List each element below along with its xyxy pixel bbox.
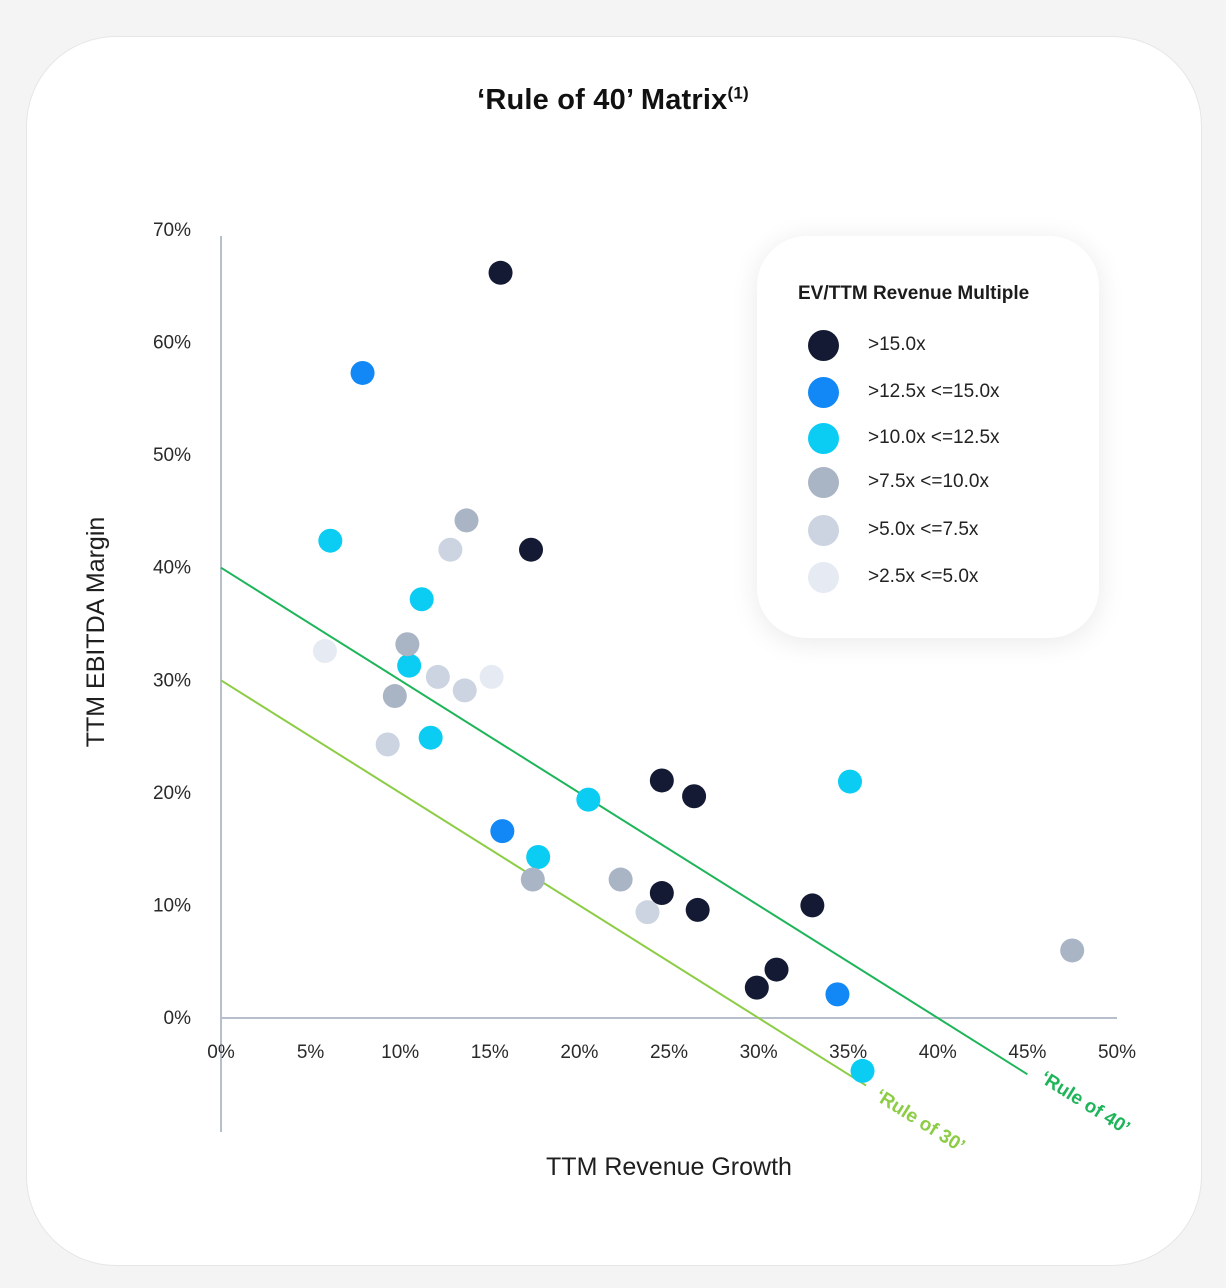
x-axis-title: TTM Revenue Growth [546, 1153, 792, 1181]
x-tick-label: 0% [207, 1042, 235, 1063]
data-point [418, 725, 443, 750]
data-point [825, 982, 850, 1007]
legend: EV/TTM Revenue Multiple >15.0x >12.5x <=… [757, 236, 1099, 638]
y-tick-label: 40% [153, 558, 191, 579]
data-point [395, 632, 420, 657]
legend-dot-12-15 [808, 377, 839, 408]
y-tick-label: 70% [153, 220, 191, 241]
data-point [454, 508, 479, 533]
rule-of-40-label: ‘Rule of 40’ [1036, 1067, 1133, 1139]
legend-dot-7-10 [808, 467, 839, 498]
legend-dot-5-7 [808, 515, 839, 546]
legend-label-10-12: >10.0x <=12.5x [868, 427, 1000, 448]
legend-label-gt15: >15.0x [868, 334, 926, 355]
data-point [744, 975, 769, 1000]
data-point [312, 639, 337, 664]
y-tick-label: 60% [153, 333, 191, 354]
y-tick-label: 10% [153, 895, 191, 916]
data-point [519, 537, 544, 562]
data-point [649, 768, 674, 793]
rule-of-30-label: ‘Rule of 30’ [871, 1085, 968, 1157]
data-point [490, 819, 515, 844]
legend-dot-gt15 [808, 330, 839, 361]
x-tick-label: 20% [560, 1042, 598, 1063]
data-point [576, 787, 601, 812]
x-tick-label: 25% [650, 1042, 688, 1063]
legend-label-5-7: >5.0x <=7.5x [868, 519, 979, 540]
x-tick-label: 10% [381, 1042, 419, 1063]
data-point [635, 900, 660, 925]
data-point [685, 897, 710, 922]
chart-title-footnote: (1) [727, 83, 749, 103]
legend-dot-10-12 [808, 423, 839, 454]
legend-dot-2-5 [808, 562, 839, 593]
chart-title-text: ‘Rule of 40’ Matrix [477, 84, 728, 116]
legend-label-12-15: >12.5x <=15.0x [868, 381, 1000, 402]
legend-label-2-5: >2.5x <=5.0x [868, 566, 979, 587]
data-point [409, 587, 434, 612]
rule-of-40-line [220, 566, 1028, 1076]
chart-title: ‘Rule of 40’ Matrix(1) [0, 84, 1226, 117]
data-point [800, 893, 825, 918]
data-point [488, 260, 513, 285]
legend-label-7-10: >7.5x <=10.0x [868, 471, 989, 492]
y-tick-label: 30% [153, 670, 191, 691]
data-point [397, 653, 422, 678]
legend-title: EV/TTM Revenue Multiple [798, 283, 1030, 304]
data-point [318, 528, 343, 553]
x-tick-label: 5% [297, 1042, 325, 1063]
x-tick-label: 35% [829, 1042, 867, 1063]
data-point [526, 845, 551, 870]
data-point [520, 867, 545, 892]
data-point [375, 732, 400, 757]
data-point [452, 678, 477, 703]
data-point [837, 769, 862, 794]
data-point [350, 360, 375, 385]
data-point [425, 664, 450, 689]
data-point [850, 1058, 875, 1083]
y-tick-label: 20% [153, 783, 191, 804]
x-tick-label: 50% [1098, 1042, 1136, 1063]
x-tick-label: 40% [919, 1042, 957, 1063]
x-tick-label: 30% [740, 1042, 778, 1063]
data-point [764, 957, 789, 982]
data-point [438, 537, 463, 562]
data-point [479, 664, 504, 689]
x-tick-label: 45% [1008, 1042, 1046, 1063]
data-point [608, 867, 633, 892]
y-tick-label: 0% [164, 1008, 192, 1029]
data-point [1060, 938, 1085, 963]
data-point [682, 784, 707, 809]
data-point [382, 684, 407, 709]
y-tick-label: 50% [153, 445, 191, 466]
y-axis-title: TTM EBITDA Margin [82, 517, 110, 748]
data-point [649, 881, 674, 906]
x-tick-label: 15% [471, 1042, 509, 1063]
